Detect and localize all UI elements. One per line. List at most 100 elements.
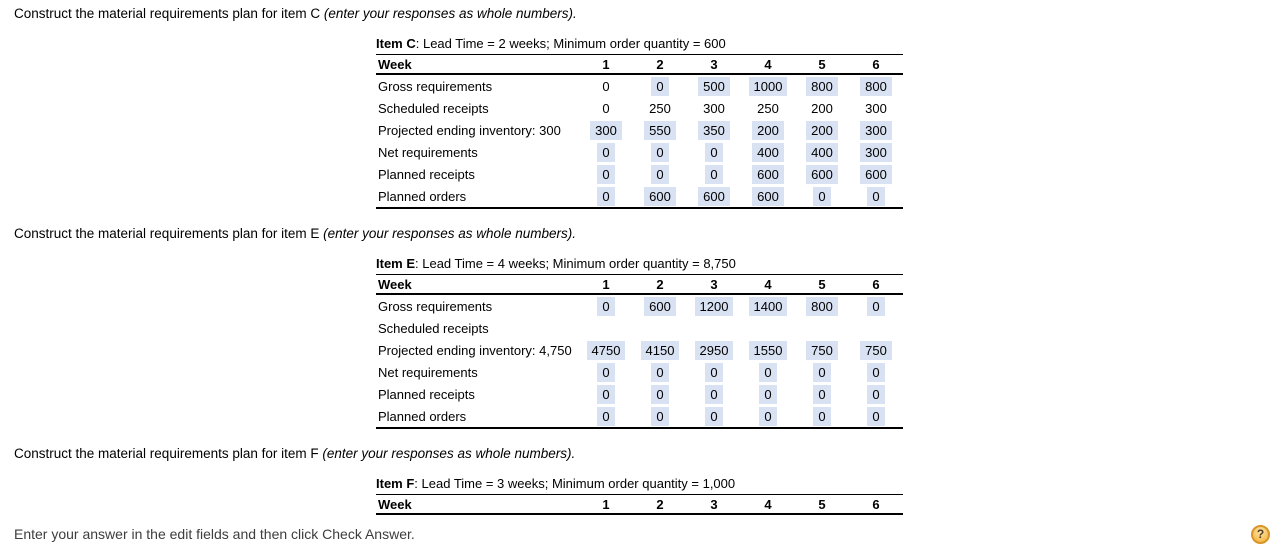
week-number: 2 <box>656 276 664 292</box>
answer-input-field[interactable]: 4750 <box>586 340 626 360</box>
answer-input-field[interactable]: 1400 <box>748 296 788 316</box>
answer-input-field[interactable]: 600 <box>752 186 784 206</box>
week-cell: 1000 <box>741 76 795 96</box>
week-cell: 300 <box>579 120 633 140</box>
answer-input-field[interactable]: 800 <box>806 296 838 316</box>
cell-value: 300 <box>865 100 887 116</box>
answer-input-field[interactable]: 400 <box>752 142 784 162</box>
answer-input-field[interactable]: 2950 <box>694 340 734 360</box>
answer-input-field[interactable]: 0 <box>813 186 831 206</box>
answer-input-field[interactable]: 750 <box>806 340 838 360</box>
answer-input-field[interactable]: 0 <box>651 384 669 404</box>
week-number: 6 <box>872 56 880 72</box>
answer-input-field[interactable]: 750 <box>860 340 892 360</box>
answer-input-field[interactable]: 0 <box>651 362 669 382</box>
answer-input-field[interactable]: 550 <box>644 120 676 140</box>
answer-input-field[interactable]: 0 <box>651 142 669 162</box>
answer-input-field[interactable]: 1000 <box>748 76 788 96</box>
answer-input-field[interactable]: 0 <box>597 384 615 404</box>
table-body: Gross requirements 0 0 500 1000 800 800 Schedul… <box>376 75 903 209</box>
table-title: Item C: Lead Time = 2 weeks; Minimum ord… <box>376 36 903 55</box>
week-number: 4 <box>764 276 772 292</box>
answer-input-field[interactable]: 0 <box>813 384 831 404</box>
answer-input-field[interactable]: 0 <box>813 362 831 382</box>
week-cell: 0 <box>741 406 795 426</box>
answer-input-field[interactable]: 0 <box>759 406 777 426</box>
help-button[interactable]: ? <box>1251 524 1270 544</box>
answer-input-field[interactable]: 1550 <box>748 340 788 360</box>
week-cell: 0 <box>795 384 849 404</box>
cell-value: 300 <box>703 100 725 116</box>
week-cell: 600 <box>687 186 741 206</box>
answer-input-field[interactable]: 4150 <box>640 340 680 360</box>
week-number: 5 <box>818 276 826 292</box>
week-cell: 200 <box>741 120 795 140</box>
answer-input-field[interactable]: 0 <box>651 406 669 426</box>
answer-input-field[interactable]: 0 <box>705 406 723 426</box>
answer-input-field[interactable]: 300 <box>590 120 622 140</box>
answer-input-field[interactable]: 0 <box>597 186 615 206</box>
week-cell: 800 <box>849 76 903 96</box>
answer-input-field[interactable]: 0 <box>705 362 723 382</box>
answer-input-field[interactable]: 350 <box>698 120 730 140</box>
table-title-item: Item C <box>376 36 416 51</box>
mrp-table-item-e: Item E: Lead Time = 4 weeks; Minimum ord… <box>376 256 903 429</box>
answer-input-field[interactable]: 600 <box>644 296 676 316</box>
week-cell: 300 <box>849 142 903 162</box>
answer-input-field[interactable]: 0 <box>759 362 777 382</box>
week-number: 1 <box>602 56 610 72</box>
cell-value: 0 <box>602 78 610 94</box>
answer-input-field[interactable]: 0 <box>867 406 885 426</box>
answer-input-field[interactable]: 0 <box>867 384 885 404</box>
answer-input-field[interactable]: 200 <box>806 120 838 140</box>
answer-input-field[interactable]: 0 <box>813 406 831 426</box>
cell-value: 0 <box>602 100 610 116</box>
row-label: Gross requirements <box>378 78 493 94</box>
answer-input-field[interactable]: 600 <box>698 186 730 206</box>
answer-input-field[interactable]: 0 <box>759 384 777 404</box>
week-cell: 4750 <box>579 340 633 360</box>
week-number: 5 <box>818 56 826 72</box>
answer-input-field[interactable]: 500 <box>698 76 730 96</box>
answer-input-field[interactable]: 0 <box>867 362 885 382</box>
week-cell: 500 <box>687 76 741 96</box>
answer-input-field[interactable]: 0 <box>705 384 723 404</box>
answer-input-field[interactable]: 600 <box>860 164 892 184</box>
answer-input-field[interactable]: 400 <box>806 142 838 162</box>
week-number: 3 <box>710 496 718 512</box>
answer-input-field[interactable]: 200 <box>752 120 784 140</box>
week-cell: 0 <box>579 296 633 316</box>
answer-input-field[interactable]: 800 <box>860 76 892 96</box>
answer-input-field[interactable]: 0 <box>705 164 723 184</box>
week-cell: 1400 <box>741 296 795 316</box>
week-cell: 550 <box>633 120 687 140</box>
week-cell: 300 <box>849 101 903 116</box>
table-header-row: Week 1 2 3 4 5 6 <box>376 495 903 515</box>
answer-input-field[interactable]: 0 <box>651 76 669 96</box>
answer-input-field[interactable]: 1200 <box>694 296 734 316</box>
week-cell: 0 <box>579 101 633 116</box>
table-row: Net requirements 0 0 0 400 400 300 <box>376 141 903 163</box>
answer-input-field[interactable]: 0 <box>597 164 615 184</box>
week-cell: 0 <box>741 362 795 382</box>
answer-input-field[interactable]: 600 <box>752 164 784 184</box>
instruction-item-c: Construct the material requirements plan… <box>14 6 1278 21</box>
answer-input-field[interactable]: 0 <box>597 296 615 316</box>
answer-input-field[interactable]: 0 <box>597 406 615 426</box>
answer-input-field[interactable]: 0 <box>651 164 669 184</box>
week-cell: 1550 <box>741 340 795 360</box>
answer-input-field[interactable]: 300 <box>860 120 892 140</box>
answer-input-field[interactable]: 0 <box>597 142 615 162</box>
answer-input-field[interactable]: 0 <box>597 362 615 382</box>
mrp-exercise-page: Construct the material requirements plan… <box>0 6 1278 544</box>
answer-input-field[interactable]: 0 <box>705 142 723 162</box>
answer-input-field[interactable]: 0 <box>867 296 885 316</box>
week-number: 5 <box>818 496 826 512</box>
answer-input-field[interactable]: 600 <box>644 186 676 206</box>
table-row: Planned orders 0 600 600 600 0 0 <box>376 185 903 207</box>
answer-input-field[interactable]: 300 <box>860 142 892 162</box>
answer-input-field[interactable]: 600 <box>806 164 838 184</box>
answer-input-field[interactable]: 800 <box>806 76 838 96</box>
answer-input-field[interactable]: 0 <box>867 186 885 206</box>
week-cell: 0 <box>741 384 795 404</box>
